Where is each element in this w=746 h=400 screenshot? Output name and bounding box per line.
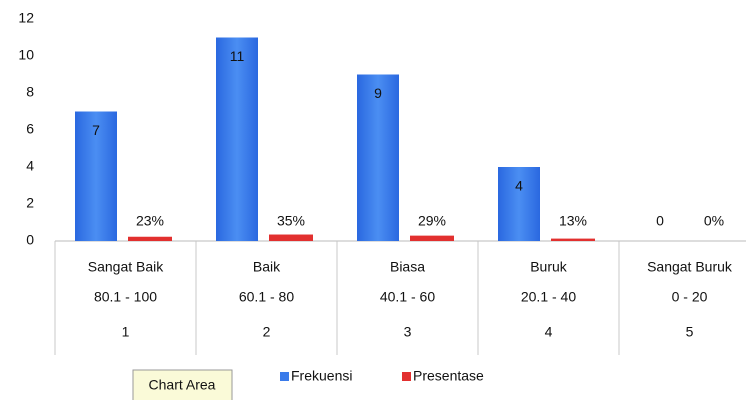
bar (498, 167, 540, 241)
x-tick-label: 5 (686, 324, 694, 340)
x-tick-label: Biasa (390, 259, 425, 275)
x-tick-label: Sangat Buruk (647, 259, 733, 275)
legend-swatch (280, 372, 289, 381)
bar (269, 234, 313, 241)
legend-swatch (402, 372, 411, 381)
bar (410, 235, 454, 241)
x-tick-label: Sangat Baik (88, 259, 164, 275)
x-tick-label: 4 (545, 324, 553, 340)
x-tick-label: 40.1 - 60 (380, 289, 435, 305)
x-tick-label: Baik (253, 259, 281, 275)
y-tick-label: 4 (26, 158, 34, 174)
data-label: 4 (515, 178, 523, 194)
data-label: 9 (374, 85, 382, 101)
y-tick-label: 6 (26, 121, 34, 137)
y-tick-label: 2 (26, 195, 34, 211)
data-label: 7 (92, 122, 100, 138)
data-label: 29% (418, 213, 446, 229)
bar (357, 74, 399, 241)
bar (128, 236, 172, 241)
bar (75, 111, 117, 241)
legend-label: Frekuensi (291, 368, 352, 384)
data-label: 35% (277, 213, 305, 229)
data-label: 0 (656, 213, 664, 229)
x-tick-label: 0 - 20 (672, 289, 708, 305)
tooltip: Chart Area (132, 369, 233, 400)
y-tick-label: 8 (26, 84, 34, 100)
data-label: 0% (704, 213, 724, 229)
y-tick-label: 10 (18, 47, 34, 63)
tooltip-box (132, 369, 233, 400)
x-tick-label: 20.1 - 40 (521, 289, 576, 305)
y-tick-label: 12 (18, 10, 34, 26)
y-tick-label: 0 (26, 232, 34, 248)
tooltip-text: Chart Area (149, 377, 216, 393)
x-tick-label: 60.1 - 80 (239, 289, 294, 305)
x-tick-label: 80.1 - 100 (94, 289, 157, 305)
legend-label: Presentase (413, 368, 484, 384)
data-label: 13% (559, 213, 587, 229)
x-tick-label: 2 (263, 324, 271, 340)
bar (551, 238, 595, 241)
bar (216, 37, 258, 241)
x-tick-label: 1 (122, 324, 130, 340)
data-label: 23% (136, 213, 164, 229)
x-tick-label: 3 (404, 324, 412, 340)
data-label: 11 (230, 48, 245, 64)
x-tick-label: Buruk (530, 259, 568, 275)
